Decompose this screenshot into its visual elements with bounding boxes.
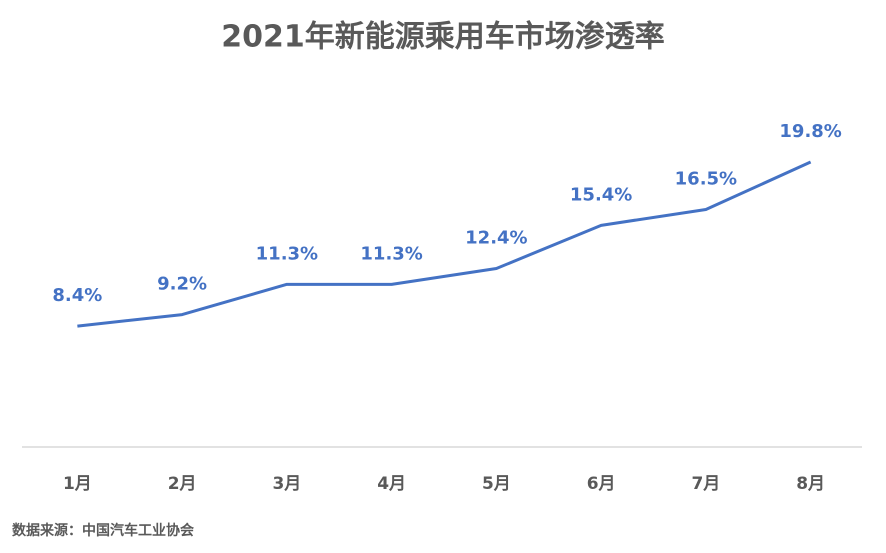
data-line: [77, 160, 812, 328]
data-label: 16.5%: [675, 169, 737, 190]
data-label: 12.4%: [465, 228, 527, 249]
data-label: 19.8%: [779, 121, 841, 142]
data-label: 15.4%: [570, 184, 632, 205]
x-tick-label: 6月: [587, 474, 616, 494]
data-label: 11.3%: [360, 243, 422, 264]
data-label: 11.3%: [256, 243, 318, 264]
chart-title: 2021年新能源乘用车市场渗透率: [221, 20, 665, 55]
source-note: 数据来源：中国汽车工业协会: [12, 522, 195, 539]
x-tick-label: 1月: [63, 474, 92, 494]
x-tick-label: 2月: [168, 474, 197, 494]
x-tick-label: 8月: [796, 474, 825, 494]
data-label: 8.4%: [52, 285, 102, 306]
x-tick-label: 7月: [691, 474, 720, 494]
x-tick-label: 3月: [272, 474, 301, 494]
x-tick-label: 4月: [377, 474, 406, 494]
x-tick-label: 5月: [482, 474, 511, 494]
data-label: 9.2%: [157, 274, 207, 295]
